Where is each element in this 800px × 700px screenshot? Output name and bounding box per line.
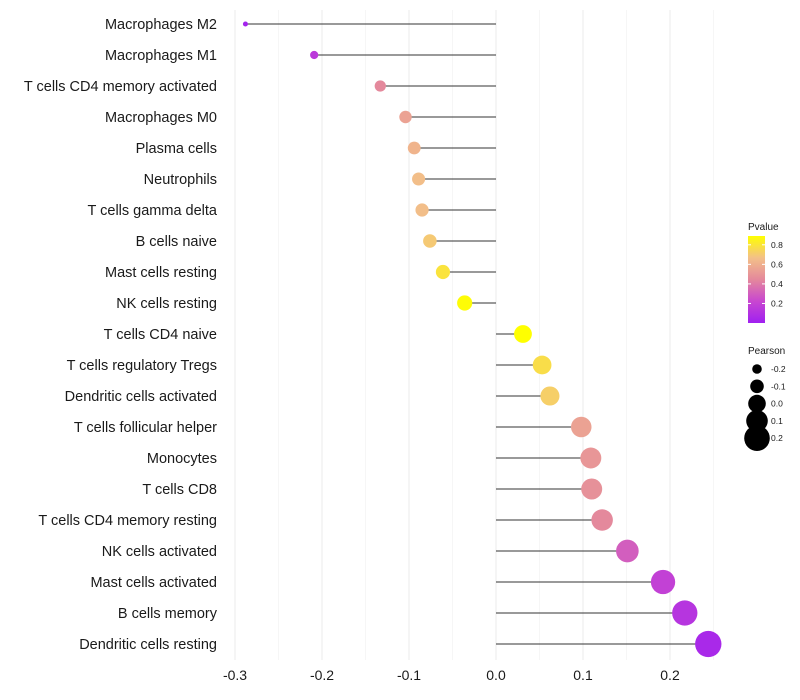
category-label: Macrophages M1: [105, 48, 217, 64]
y-axis-labels: Macrophages M2 Macrophages M1 T cells CD4 …: [24, 17, 218, 653]
legend-pearson-symbol: [748, 394, 766, 413]
data-point: [374, 80, 386, 92]
data-point: [412, 172, 426, 186]
category-label: NK cells activated: [102, 544, 217, 560]
category-label: Macrophages M0: [105, 110, 217, 126]
category-label: B cells memory: [118, 606, 218, 622]
data-point: [457, 295, 473, 311]
legend-pearson-label: 0.2: [771, 433, 783, 443]
legend-pvalue: Pvalue 0.8 0.6 0.4 0.2: [748, 222, 783, 323]
data-point: [399, 110, 412, 124]
data-point: [650, 569, 676, 595]
category-label: T cells CD4 memory resting: [38, 513, 217, 529]
legend-pvalue-tick-label: 0.8: [771, 240, 783, 250]
data-point: [415, 203, 429, 217]
legend-pearson-title: Pearson: [748, 346, 785, 357]
x-tick-label: -0.2: [310, 667, 334, 683]
x-tick-label: 0.2: [660, 667, 680, 683]
category-label: Monocytes: [147, 451, 217, 467]
x-tick-label: 0.1: [573, 667, 593, 683]
legend-pearson-symbol: [746, 410, 768, 432]
lollipop-stems: [245, 23, 709, 645]
data-point: [616, 539, 639, 563]
legend-pvalue-title: Pvalue: [748, 222, 779, 233]
category-label: Dendritic cells resting: [79, 637, 217, 653]
legend-pearson-symbol: [750, 379, 764, 394]
data-point: [435, 264, 451, 280]
data-point: [310, 50, 319, 60]
data-point: [580, 447, 602, 469]
category-label: Macrophages M2: [105, 17, 217, 33]
category-label: Dendritic cells activated: [65, 389, 217, 405]
category-label: T cells gamma delta: [88, 203, 218, 219]
data-point: [571, 416, 592, 438]
legend-pearson-label: 0.0: [771, 399, 783, 409]
data-point: [591, 509, 613, 531]
legend-pvalue-colorbar: [748, 236, 765, 323]
legend-pearson-label: -0.1: [771, 381, 786, 391]
category-label: T cells CD8: [142, 482, 217, 498]
legend-pvalue-tick-label: 0.4: [771, 279, 783, 289]
legend-pvalue-tick-label: 0.2: [771, 298, 783, 308]
data-point: [672, 600, 698, 626]
x-tick-label: -0.3: [223, 667, 247, 683]
legend-pearson-symbol: [744, 425, 770, 452]
x-tick-label: 0.0: [486, 667, 506, 683]
category-label: B cells naive: [136, 234, 217, 250]
category-label: T cells regulatory Tregs: [67, 358, 217, 374]
category-label: NK cells resting: [116, 296, 217, 312]
data-point: [242, 21, 248, 27]
data-point: [407, 141, 421, 155]
data-point: [514, 325, 532, 343]
data-point: [532, 355, 552, 375]
legend-pearson-symbol: [752, 364, 762, 374]
category-label: Plasma cells: [136, 141, 217, 157]
data-point: [423, 234, 437, 248]
legend-pearson-label: -0.2: [771, 364, 786, 374]
category-label: Neutrophils: [144, 172, 217, 188]
x-tick-label: -0.1: [397, 667, 421, 683]
legend-pearson-label: 0.1: [771, 416, 783, 426]
data-point: [540, 386, 560, 406]
data-point: [581, 478, 603, 500]
data-point: [695, 630, 722, 658]
category-label: T cells CD4 naive: [104, 327, 217, 343]
lollipop-points: [242, 21, 722, 658]
category-label: T cells CD4 memory activated: [24, 79, 217, 95]
category-label: Mast cells resting: [105, 265, 217, 281]
legend-pvalue-tick-label: 0.6: [771, 259, 783, 269]
x-axis-ticks: -0.3 -0.2 -0.1 0.0 0.1 0.2: [223, 667, 680, 683]
category-label: T cells follicular helper: [74, 420, 217, 436]
legend-pearson: Pearson -0.2 -0.1 0.0 0.1 0.2: [744, 346, 786, 452]
grid-lines: [234, 10, 714, 660]
category-label: Mast cells activated: [90, 575, 217, 591]
